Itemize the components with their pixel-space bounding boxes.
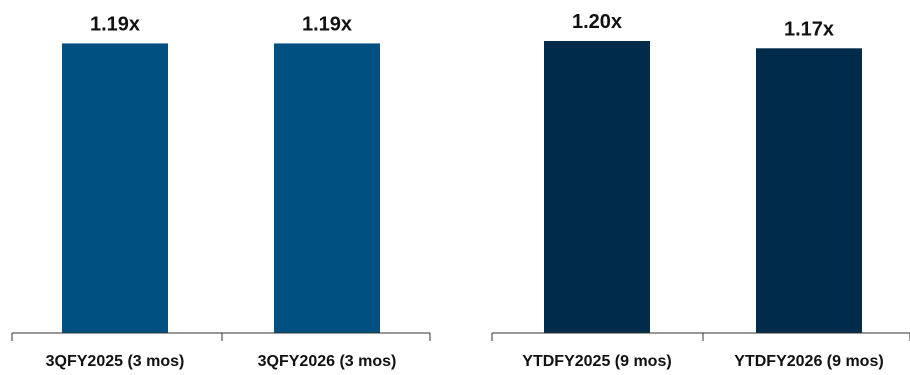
data-label-2-1: 1.20x: [572, 11, 622, 33]
chart-panel-2: 1.20x YTDFY2025 (9 mos) 1.17x YTDFY2026 (9 …: [491, 11, 910, 370]
x-tick-label-1-1: 3QFY2025 (3 mos): [46, 353, 185, 370]
bar-2-2: [756, 48, 862, 334]
x-tick-label-1-2: 3QFY2026 (3 mos): [258, 353, 397, 370]
bar-1-1: [62, 43, 168, 333]
bar-2-1: [544, 41, 650, 333]
x-tick-label-2-1: YTDFY2025 (9 mos): [522, 353, 671, 370]
x-tick-label-2-2: YTDFY2026 (9 mos): [734, 353, 883, 370]
data-label-1-1: 1.19x: [90, 13, 140, 35]
bar-1-2: [274, 43, 380, 333]
chart-panel-1: 1.19x 3QFY2025 (3 mos) 1.19x 3QFY2026 (3 mo…: [11, 13, 431, 370]
data-label-2-2: 1.17x: [784, 18, 834, 40]
data-label-1-2: 1.19x: [302, 13, 352, 35]
